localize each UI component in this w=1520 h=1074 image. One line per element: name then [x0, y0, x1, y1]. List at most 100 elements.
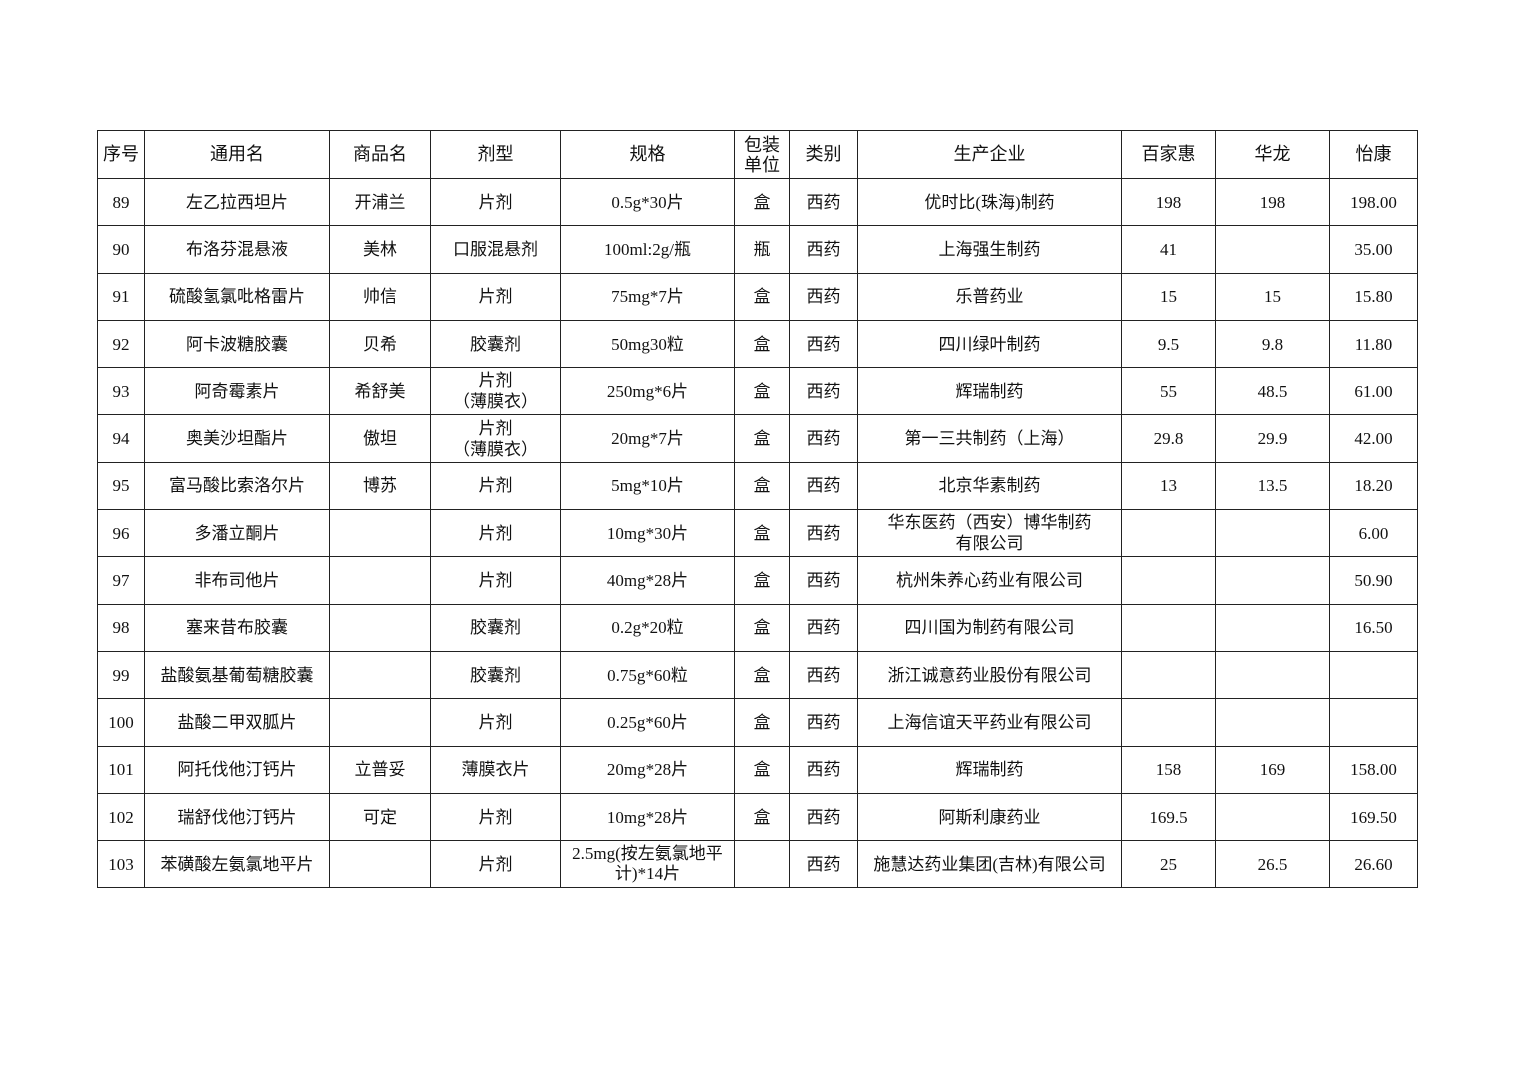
- cell-price-yikang: 158.00: [1329, 745, 1418, 794]
- cell-price-hualong: [1215, 225, 1330, 274]
- cell-dosage-form: 片剂: [430, 461, 561, 511]
- cell-brand-name: 帅信: [329, 272, 431, 321]
- cell-brand-name: 开浦兰: [329, 177, 431, 227]
- cell-manufacturer: 施慧达药业集团(吉林)有限公司: [857, 840, 1122, 889]
- cell-manufacturer: 北京华素制药: [857, 461, 1122, 511]
- table-row: 93 阿奇霉素片 希舒美 片剂 （薄膜衣） 250mg*6片盒西药 辉瑞制药 55 48.5 6…: [97, 367, 1418, 416]
- cell-price-hualong: 26.5: [1215, 840, 1330, 889]
- cell-manufacturer: 乐普药业: [857, 272, 1122, 321]
- cell-price-yikang: 15.80: [1329, 272, 1418, 321]
- cell-package-unit: 盒: [734, 792, 790, 842]
- cell-price-baijiahui: 198: [1121, 177, 1216, 227]
- header-seq: 序号: [97, 130, 145, 179]
- cell-generic-name: 阿卡波糖胶囊: [144, 319, 330, 369]
- cell-price-hualong: 15: [1215, 272, 1330, 321]
- header-price-hualong: 华龙: [1215, 130, 1330, 179]
- cell-dosage-form: 片剂: [430, 792, 561, 842]
- cell-price-baijiahui: [1121, 509, 1216, 558]
- cell-package-unit: 盒: [734, 509, 790, 558]
- cell-category: 西药: [789, 461, 858, 511]
- cell-price-yikang: 50.90: [1329, 556, 1418, 605]
- cell-price-hualong: 198: [1215, 177, 1330, 227]
- cell-price-yikang: 26.60: [1329, 840, 1418, 889]
- table-row: 103 苯磺酸左氨氯地平片 片剂 2.5mg(按左氨氯地平 计)*14片 西药 施慧达药业…: [97, 840, 1418, 889]
- cell-category: 西药: [789, 177, 858, 227]
- cell-manufacturer: 第一三共制药（上海）: [857, 414, 1122, 463]
- cell-manufacturer: 阿斯利康药业: [857, 792, 1122, 842]
- cell-package-unit: 盒: [734, 556, 790, 605]
- cell-dosage-form: 片剂: [430, 840, 561, 889]
- cell-price-hualong: [1215, 509, 1330, 558]
- cell-category: 西药: [789, 745, 858, 794]
- cell-generic-name: 阿托伐他汀钙片: [144, 745, 330, 794]
- cell-manufacturer: 四川国为制药有限公司: [857, 603, 1122, 652]
- cell-dosage-form: 薄膜衣片: [430, 745, 561, 794]
- cell-package-unit: 瓶: [734, 225, 790, 274]
- cell-seq: 103: [97, 840, 145, 889]
- cell-spec: 0.25g*60片: [560, 698, 735, 747]
- cell-package-unit: 盒: [734, 414, 790, 463]
- cell-spec: 0.5g*30片: [560, 177, 735, 227]
- cell-spec: 10mg*30片: [560, 509, 735, 558]
- cell-generic-name: 非布司他片: [144, 556, 330, 605]
- cell-price-hualong: [1215, 650, 1330, 700]
- cell-category: 西药: [789, 272, 858, 321]
- cell-spec: 50mg30粒: [560, 319, 735, 369]
- header-brand-name: 商品名: [329, 130, 431, 179]
- cell-generic-name: 富马酸比索洛尔片: [144, 461, 330, 511]
- cell-package-unit: 盒: [734, 319, 790, 369]
- cell-price-baijiahui: 158: [1121, 745, 1216, 794]
- cell-spec: 2.5mg(按左氨氯地平 计)*14片: [560, 840, 735, 889]
- cell-generic-name: 多潘立酮片: [144, 509, 330, 558]
- table-row: 101 阿托伐他汀钙片 立普妥 薄膜衣片 20mg*28片盒西药 辉瑞制药 158 169 15…: [97, 745, 1418, 794]
- cell-price-hualong: 9.8: [1215, 319, 1330, 369]
- cell-package-unit: 盒: [734, 698, 790, 747]
- cell-dosage-form: 片剂: [430, 272, 561, 321]
- cell-brand-name: [329, 603, 431, 652]
- cell-category: 西药: [789, 225, 858, 274]
- cell-dosage-form: 口服混悬剂: [430, 225, 561, 274]
- cell-price-baijiahui: 169.5: [1121, 792, 1216, 842]
- table-row: 90 布洛芬混悬液 美林 口服混悬剂 100ml:2g/瓶瓶西药 上海强生制药 41 35.0…: [97, 225, 1418, 274]
- cell-price-hualong: 169: [1215, 745, 1330, 794]
- cell-price-baijiahui: 15: [1121, 272, 1216, 321]
- cell-manufacturer: 优时比(珠海)制药: [857, 177, 1122, 227]
- header-dosage-form: 剂型: [430, 130, 561, 179]
- cell-seq: 100: [97, 698, 145, 747]
- cell-generic-name: 奥美沙坦酯片: [144, 414, 330, 463]
- header-row: 序号 通用名 商品名 剂型 规格 包装 单位 类别 生产企业 百家惠 华龙 怡康: [97, 130, 1418, 179]
- header-manufacturer: 生产企业: [857, 130, 1122, 179]
- cell-manufacturer: 辉瑞制药: [857, 745, 1122, 794]
- cell-dosage-form: 片剂 （薄膜衣）: [430, 414, 561, 463]
- header-category: 类别: [789, 130, 858, 179]
- cell-price-yikang: [1329, 650, 1418, 700]
- cell-price-baijiahui: 13: [1121, 461, 1216, 511]
- table-row: 97 非布司他片 片剂 40mg*28片盒西药 杭州朱养心药业有限公司 50.90: [97, 556, 1418, 605]
- header-package-unit: 包装 单位: [734, 130, 790, 179]
- cell-brand-name: [329, 556, 431, 605]
- cell-brand-name: 美林: [329, 225, 431, 274]
- cell-generic-name: 左乙拉西坦片: [144, 177, 330, 227]
- cell-manufacturer: 杭州朱养心药业有限公司: [857, 556, 1122, 605]
- cell-spec: 0.75g*60粒: [560, 650, 735, 700]
- cell-manufacturer: 华东医药（西安）博华制药 有限公司: [857, 509, 1122, 558]
- cell-spec: 20mg*28片: [560, 745, 735, 794]
- cell-dosage-form: 胶囊剂: [430, 650, 561, 700]
- cell-dosage-form: 片剂: [430, 177, 561, 227]
- cell-generic-name: 布洛芬混悬液: [144, 225, 330, 274]
- table-row: 94 奥美沙坦酯片 傲坦 片剂 （薄膜衣） 20mg*7片盒西药 第一三共制药（上海） 29…: [97, 414, 1418, 463]
- cell-brand-name: [329, 698, 431, 747]
- cell-generic-name: 盐酸氨基葡萄糖胶囊: [144, 650, 330, 700]
- cell-category: 西药: [789, 840, 858, 889]
- cell-spec: 10mg*28片: [560, 792, 735, 842]
- cell-package-unit: 盒: [734, 367, 790, 416]
- cell-package-unit: 盒: [734, 272, 790, 321]
- cell-category: 西药: [789, 556, 858, 605]
- cell-price-baijiahui: 55: [1121, 367, 1216, 416]
- cell-brand-name: 贝希: [329, 319, 431, 369]
- header-spec: 规格: [560, 130, 735, 179]
- cell-package-unit: [734, 840, 790, 889]
- cell-brand-name: 希舒美: [329, 367, 431, 416]
- cell-spec: 40mg*28片: [560, 556, 735, 605]
- cell-seq: 95: [97, 461, 145, 511]
